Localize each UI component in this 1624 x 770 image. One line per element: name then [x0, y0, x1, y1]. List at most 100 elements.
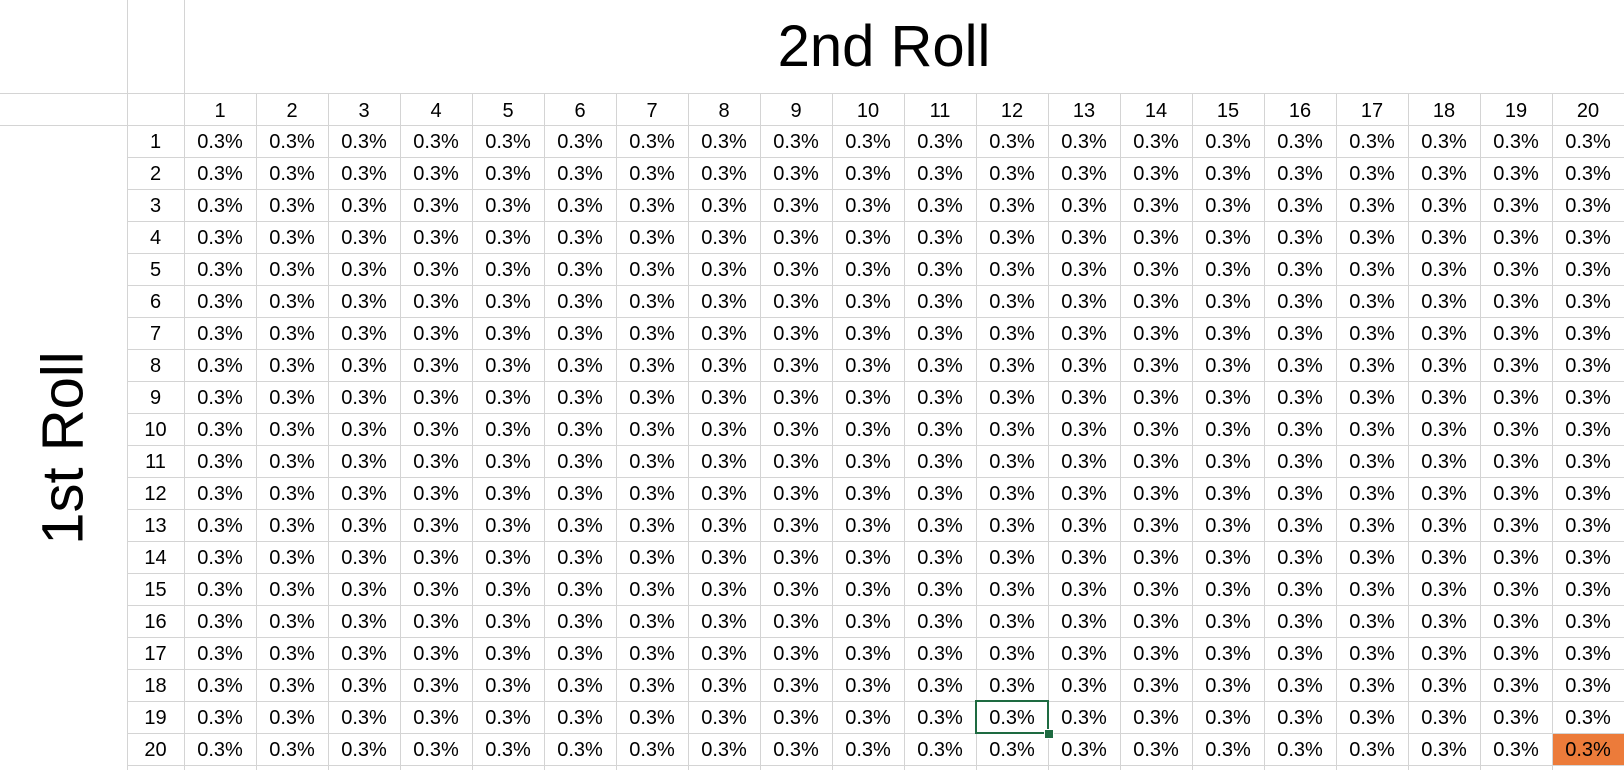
table-cell[interactable]: 0.3% — [1133, 451, 1179, 473]
table-cell[interactable]: 0.3% — [1565, 643, 1611, 665]
table-cell[interactable]: 0.3% — [1421, 547, 1467, 569]
table-cell[interactable]: 0.3% — [701, 451, 747, 473]
table-cell[interactable]: 0.3% — [557, 387, 603, 409]
row-header-7[interactable]: 7 — [149, 323, 162, 345]
table-cell[interactable]: 0.3% — [1205, 291, 1251, 313]
table-cell[interactable]: 0.3% — [1205, 419, 1251, 441]
table-cell[interactable]: 0.3% — [629, 579, 675, 601]
table-cell[interactable]: 0.3% — [1421, 323, 1467, 345]
table-cell[interactable]: 0.3% — [773, 739, 819, 761]
table-cell[interactable]: 0.3% — [485, 355, 531, 377]
table-cell[interactable]: 0.3% — [557, 515, 603, 537]
table-cell[interactable]: 0.3% — [269, 131, 315, 153]
table-cell[interactable]: 0.3% — [413, 291, 459, 313]
table-cell[interactable]: 0.3% — [1349, 611, 1395, 633]
table-cell[interactable]: 0.3% — [701, 291, 747, 313]
table-cell[interactable]: 0.3% — [701, 419, 747, 441]
table-cell[interactable]: 0.3% — [773, 707, 819, 729]
table-cell[interactable]: 0.3% — [1349, 323, 1395, 345]
table-cell[interactable]: 0.3% — [1061, 547, 1107, 569]
table-cell[interactable]: 0.3% — [197, 515, 243, 537]
table-cell[interactable]: 0.3% — [917, 323, 963, 345]
table-cell[interactable]: 0.3% — [845, 419, 891, 441]
table-cell[interactable]: 0.3% — [701, 643, 747, 665]
row-header-3[interactable]: 3 — [149, 195, 162, 217]
table-cell[interactable]: 0.3% — [917, 483, 963, 505]
table-cell[interactable]: 0.3% — [413, 387, 459, 409]
table-cell[interactable]: 0.3% — [773, 259, 819, 281]
table-cell[interactable]: 0.3% — [413, 739, 459, 761]
table-cell[interactable]: 0.3% — [1061, 131, 1107, 153]
table-cell[interactable]: 0.3% — [269, 515, 315, 537]
table-cell[interactable]: 0.3% — [341, 355, 387, 377]
table-cell[interactable]: 0.3% — [485, 323, 531, 345]
table-cell[interactable]: 0.3% — [1349, 227, 1395, 249]
table-cell[interactable]: 0.3% — [413, 131, 459, 153]
table-cell[interactable]: 0.3% — [773, 515, 819, 537]
table-cell[interactable]: 0.3% — [485, 195, 531, 217]
table-cell[interactable]: 0.3% — [773, 355, 819, 377]
table-cell[interactable]: 0.3% — [989, 611, 1035, 633]
table-cell[interactable]: 0.3% — [1349, 675, 1395, 697]
table-cell[interactable]: 0.3% — [1133, 739, 1179, 761]
table-cell[interactable]: 0.3% — [341, 515, 387, 537]
table-cell[interactable]: 0.3% — [197, 675, 243, 697]
table-cell[interactable]: 0.3% — [269, 291, 315, 313]
table-cell[interactable]: 0.3% — [989, 131, 1035, 153]
table-cell[interactable]: 0.3% — [1205, 515, 1251, 537]
table-cell[interactable]: 0.3% — [341, 739, 387, 761]
table-cell[interactable]: 0.3% — [485, 483, 531, 505]
table-cell[interactable]: 0.3% — [629, 739, 675, 761]
table-cell[interactable]: 0.3% — [197, 579, 243, 601]
row-header-2[interactable]: 2 — [149, 163, 162, 185]
table-cell[interactable]: 0.3% — [1565, 323, 1611, 345]
table-cell[interactable]: 0.3% — [989, 579, 1035, 601]
table-cell[interactable]: 0.3% — [1277, 547, 1323, 569]
row-header-17[interactable]: 17 — [144, 643, 167, 665]
column-header-17[interactable]: 17 — [1360, 100, 1384, 122]
table-cell[interactable]: 0.3% — [1277, 163, 1323, 185]
table-cell[interactable]: 0.3% — [917, 227, 963, 249]
table-cell[interactable]: 0.3% — [1205, 451, 1251, 473]
row-header-13[interactable]: 13 — [144, 515, 167, 537]
table-cell[interactable]: 0.3% — [1133, 387, 1179, 409]
table-cell[interactable]: 0.3% — [557, 131, 603, 153]
table-cell[interactable]: 0.3% — [341, 579, 387, 601]
table-cell[interactable]: 0.3% — [1061, 739, 1107, 761]
table-cell[interactable]: 0.3% — [341, 483, 387, 505]
table-cell[interactable]: 0.3% — [917, 195, 963, 217]
table-cell[interactable]: 0.3% — [773, 419, 819, 441]
table-cell[interactable]: 0.3% — [269, 643, 315, 665]
table-cell[interactable]: 0.3% — [485, 547, 531, 569]
table-cell[interactable]: 0.3% — [1565, 739, 1611, 761]
table-cell[interactable]: 0.3% — [485, 739, 531, 761]
column-header-10[interactable]: 10 — [856, 100, 880, 122]
table-cell[interactable]: 0.3% — [629, 195, 675, 217]
column-header-1[interactable]: 1 — [214, 100, 226, 122]
table-cell[interactable]: 0.3% — [917, 547, 963, 569]
table-cell[interactable]: 0.3% — [413, 579, 459, 601]
table-cell[interactable]: 0.3% — [1421, 675, 1467, 697]
table-cell[interactable]: 0.3% — [557, 611, 603, 633]
table-cell[interactable]: 0.3% — [485, 707, 531, 729]
column-header-4[interactable]: 4 — [430, 100, 442, 122]
table-cell[interactable]: 0.3% — [629, 291, 675, 313]
table-cell[interactable]: 0.3% — [1133, 323, 1179, 345]
table-cell[interactable]: 0.3% — [1277, 259, 1323, 281]
table-cell[interactable]: 0.3% — [413, 355, 459, 377]
table-cell[interactable]: 0.3% — [1277, 739, 1323, 761]
table-cell[interactable]: 0.3% — [413, 259, 459, 281]
table-cell[interactable]: 0.3% — [845, 451, 891, 473]
table-cell[interactable]: 0.3% — [1493, 387, 1539, 409]
table-cell[interactable]: 0.3% — [413, 611, 459, 633]
table-cell[interactable]: 0.3% — [629, 419, 675, 441]
table-cell[interactable]: 0.3% — [701, 163, 747, 185]
table-cell[interactable]: 0.3% — [701, 739, 747, 761]
table-cell[interactable]: 0.3% — [557, 739, 603, 761]
table-cell[interactable]: 0.3% — [197, 259, 243, 281]
table-cell[interactable]: 0.3% — [629, 323, 675, 345]
table-cell[interactable]: 0.3% — [629, 643, 675, 665]
table-cell[interactable]: 0.3% — [1421, 515, 1467, 537]
table-cell[interactable]: 0.3% — [1493, 611, 1539, 633]
table-cell[interactable]: 0.3% — [413, 675, 459, 697]
